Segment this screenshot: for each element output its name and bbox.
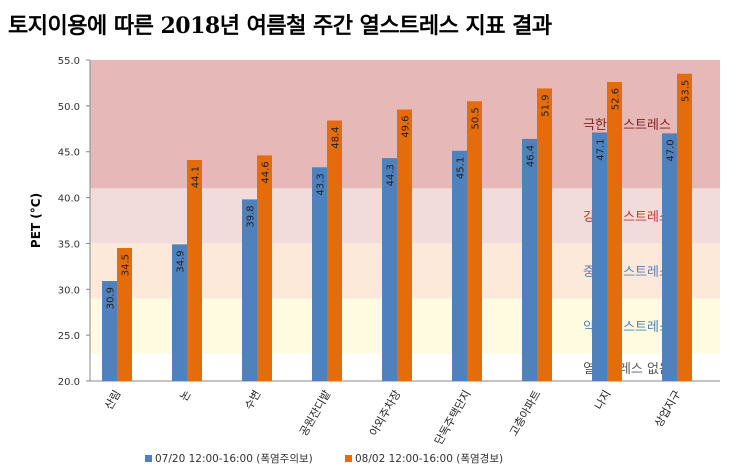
bar-0720 <box>242 199 257 381</box>
y-tick-label: 20.0 <box>58 377 80 388</box>
bar-0802 <box>117 248 132 381</box>
y-tick-label: 45.0 <box>58 148 80 159</box>
bar-0720 <box>172 244 187 381</box>
chart-title: 토지이용에 따른 2018년 여름철 주간 열스트레스 지표 결과 <box>8 13 552 39</box>
data-label: 39.8 <box>246 205 257 227</box>
data-label: 44.3 <box>386 164 397 186</box>
data-label: 52.6 <box>611 88 622 110</box>
bar-0802 <box>187 159 202 381</box>
x-tick-label: 단독주택단지 <box>432 388 474 447</box>
x-tick-label: 수변 <box>242 388 263 412</box>
data-label: 51.9 <box>541 94 552 116</box>
data-label: 44.6 <box>261 161 272 183</box>
band-label: 극한 열스트레스 <box>583 118 671 133</box>
x-tick-label: 아외주차장 <box>367 388 404 438</box>
x-tick-label: 상업지구 <box>652 388 684 430</box>
y-tick-label: 55.0 <box>58 56 80 67</box>
legend-swatch <box>345 455 352 462</box>
bar-0802 <box>257 155 272 381</box>
y-tick-label: 30.0 <box>58 285 80 296</box>
data-label: 47.1 <box>596 138 607 160</box>
y-tick-label: 35.0 <box>58 239 80 250</box>
legend-label: 08/02 12:00-16:00 (폭염경보) <box>355 452 503 465</box>
bar-0802 <box>467 101 482 382</box>
data-label: 34.9 <box>176 250 187 272</box>
data-label: 46.4 <box>526 145 537 167</box>
legend-label: 07/20 12:00-16:00 (폭염주의보) <box>155 453 313 465</box>
data-label: 48.4 <box>331 127 342 149</box>
bar-0720 <box>662 133 677 381</box>
x-tick-label: 산림 <box>102 388 123 412</box>
data-label: 43.3 <box>316 173 327 195</box>
bar-0802 <box>397 109 412 382</box>
bar-0802 <box>677 73 692 381</box>
bar-0720 <box>522 138 537 381</box>
y-tick-label: 50.0 <box>58 102 80 113</box>
y-tick-label: 25.0 <box>58 331 80 342</box>
bar-0720 <box>312 167 327 381</box>
bar-0802 <box>327 120 342 381</box>
x-tick-label: 나지 <box>592 388 613 412</box>
data-label: 53.5 <box>681 80 692 102</box>
bar-0720 <box>592 132 607 381</box>
y-axis-label: PET (°C) <box>29 193 43 248</box>
data-label: 50.5 <box>471 107 482 129</box>
bar-0802 <box>607 82 622 382</box>
data-label: 47.0 <box>666 139 677 161</box>
data-label: 30.9 <box>106 287 117 309</box>
bar-0802 <box>537 88 552 381</box>
x-tick-label: 고층아파트 <box>507 388 544 438</box>
y-tick-label: 40.0 <box>58 194 80 205</box>
data-label: 34.5 <box>121 254 132 276</box>
legend-swatch <box>145 455 152 462</box>
x-tick-label: 공원잔디밭 <box>297 388 334 438</box>
bar-0720 <box>452 150 467 381</box>
data-label: 44.1 <box>191 166 202 188</box>
data-label: 49.6 <box>401 116 412 138</box>
bar-0720 <box>382 158 397 381</box>
x-tick-label: 논 <box>177 388 193 403</box>
data-label: 45.1 <box>456 157 467 179</box>
bar-0720 <box>102 281 117 381</box>
